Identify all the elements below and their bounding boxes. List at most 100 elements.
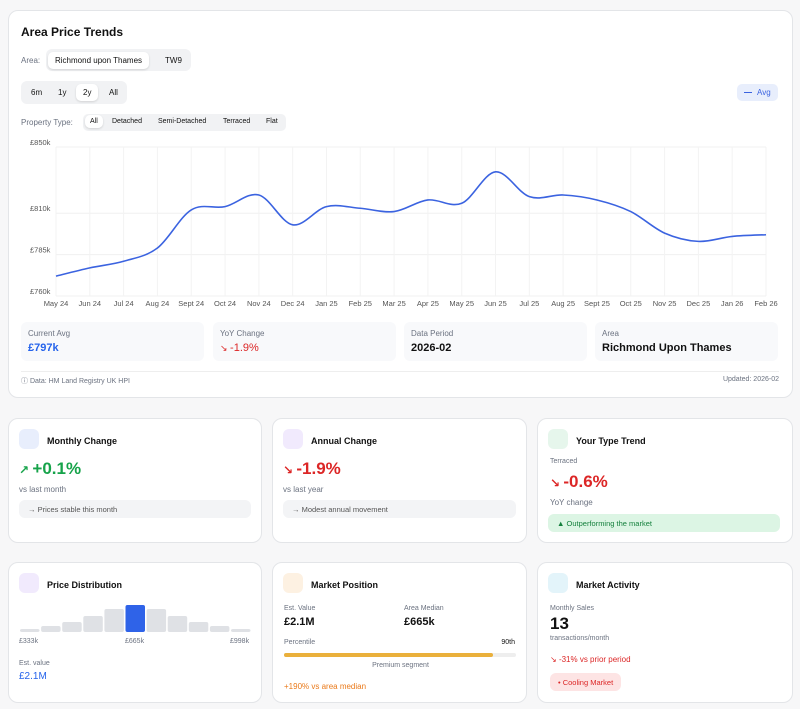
stat-value-text: -1.9%: [230, 342, 259, 354]
annual-card: Annual Change ↘ -1.9% vs last year → Mod…: [272, 418, 527, 543]
range[interactable]: 2y: [76, 84, 99, 101]
card-sub: vs last month: [19, 485, 67, 494]
card-title: Market Activity: [576, 580, 640, 590]
axis-label: £333k: [19, 638, 39, 645]
est-label: Est. value: [19, 660, 50, 667]
x-tick-label: May 24: [44, 299, 69, 308]
distribution-card: Price Distribution £333k £665k £998k Est…: [8, 562, 262, 703]
stat-label: Data Period: [411, 329, 454, 338]
icon: [19, 429, 39, 449]
segment: Premium segment: [372, 662, 429, 669]
bar: [167, 616, 188, 632]
status: • Cooling Market: [550, 673, 622, 691]
range[interactable]: 1y: [58, 88, 67, 97]
sales-label: Monthly Sales: [550, 605, 594, 612]
stat-value: Richmond Upon Thames: [602, 342, 732, 354]
icon: [19, 573, 39, 593]
card-sub: YoY change: [550, 498, 593, 507]
est-value: £2.1M: [19, 671, 47, 682]
area[interactable]: Richmond upon Thames: [48, 52, 150, 69]
percentile-bar: [284, 653, 493, 657]
median-label: Area Median: [404, 605, 444, 612]
bar: [62, 622, 82, 632]
stat: YoY Change ↘ -1.9%: [213, 322, 396, 361]
type[interactable]: All: [85, 115, 103, 128]
stat-label: Current Avg: [28, 329, 71, 338]
y-tick-label: £850k: [30, 138, 51, 147]
value-text: +0.1%: [32, 459, 82, 478]
percentile-label: Percentile: [284, 639, 316, 646]
card-title: Market Position: [311, 580, 379, 590]
x-tick-label: Nov 25: [653, 299, 677, 308]
est-label: Est. Value: [284, 605, 316, 612]
card-note: → Modest annual movement: [283, 500, 516, 518]
icon: [283, 429, 303, 449]
source: ⓘ Data: HM Land Registry UK HPI: [21, 378, 130, 385]
histogram: [20, 605, 251, 632]
sales: 13: [550, 614, 569, 633]
stat: Current Avg £797k: [21, 322, 204, 361]
stat: Data Period 2026-02: [404, 322, 587, 361]
y-tick-label: £810k: [30, 204, 51, 213]
card-note: ▲ Outperforming the market: [548, 514, 780, 532]
x-tick-label: Jul 25: [519, 299, 539, 308]
x-tick-label: Sept 24: [178, 299, 204, 308]
postcode[interactable]: TW9: [165, 56, 182, 65]
axis-label: £665k: [125, 638, 145, 645]
x-tick-label: Apr 25: [417, 299, 439, 308]
card-value: ↗ +0.1%: [19, 459, 82, 478]
type-label: Property Type:: [21, 118, 73, 127]
position-card: Market Position Est. Value £2.1M Area Me…: [272, 562, 527, 703]
title: Area Price Trends: [21, 25, 124, 39]
type[interactable]: Detached: [112, 118, 142, 125]
type[interactable]: Flat: [266, 118, 278, 125]
card-sub: vs last year: [283, 485, 324, 494]
note: +190% vs area median: [284, 682, 367, 691]
x-tick-label: May 25: [449, 299, 474, 308]
card-title: Your Type Trend: [576, 436, 646, 446]
x-tick-label: Oct 24: [214, 299, 236, 308]
change-text: -31% vs prior period: [558, 655, 631, 664]
line: [55, 171, 767, 277]
legend[interactable]: Avg: [737, 84, 778, 101]
status-text: Cooling Market: [562, 678, 614, 687]
card-title: Annual Change: [311, 436, 378, 446]
card-note: → Prices stable this month: [19, 500, 251, 518]
card-value: ↘ -0.6%: [550, 472, 608, 491]
x-tick-label: Aug 25: [551, 299, 575, 308]
card-title: Monthly Change: [47, 436, 117, 446]
unit: transactions/month: [550, 635, 610, 642]
x-tick-label: Jan 26: [721, 299, 744, 308]
stat-value: £797k: [28, 342, 59, 354]
card-value: ↘ -1.9%: [283, 459, 341, 478]
median-value: £665k: [404, 616, 435, 628]
type[interactable]: Terraced: [223, 118, 251, 125]
x-tick-label: Jun 24: [79, 299, 102, 308]
x-tick-label: Jan 25: [315, 299, 338, 308]
area-label: Area:: [21, 56, 41, 65]
icon: [548, 429, 568, 449]
bar: [125, 605, 145, 632]
chart: £850k £810k £785k £760k May 24 Jun 24 Jul 24 Au…: [30, 138, 778, 308]
x-tick-label: Oct 25: [620, 299, 642, 308]
updated: Updated: 2026-02: [722, 376, 779, 383]
stat-value: 2026-02: [411, 342, 452, 354]
type[interactable]: Semi-Detached: [158, 118, 207, 125]
x-tick-label: Jul 24: [114, 299, 134, 308]
track: [284, 653, 516, 657]
icon: [283, 573, 303, 593]
est-value: £2.1M: [284, 616, 315, 628]
type-card: Your Type Trend Terraced ↘ -0.6% YoY cha…: [537, 418, 793, 543]
bar: [20, 629, 40, 632]
percentile: 90th: [501, 639, 515, 646]
x-tick-label: Feb 26: [754, 299, 777, 308]
bar: [209, 626, 230, 632]
range[interactable]: All: [109, 88, 118, 97]
bar: [146, 609, 167, 632]
range[interactable]: 6m: [31, 88, 43, 97]
bar: [41, 626, 61, 632]
x-tick-label: Dec 25: [686, 299, 710, 308]
y-tick-label: £760k: [30, 287, 51, 296]
value-text: -0.6%: [563, 472, 608, 491]
